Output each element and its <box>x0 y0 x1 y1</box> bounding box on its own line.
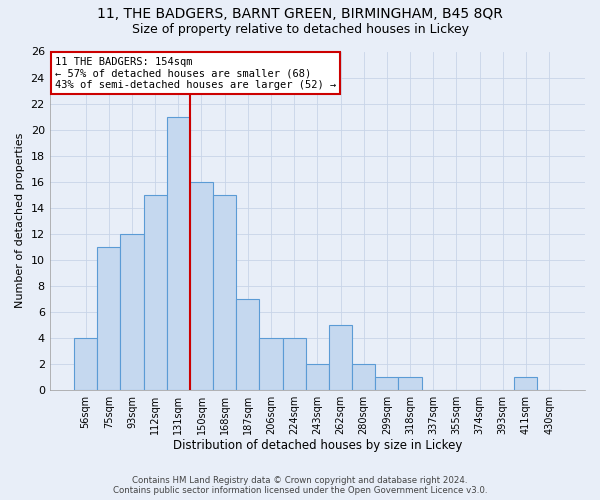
Text: 11, THE BADGERS, BARNT GREEN, BIRMINGHAM, B45 8QR: 11, THE BADGERS, BARNT GREEN, BIRMINGHAM… <box>97 8 503 22</box>
Bar <box>306 364 329 390</box>
Bar <box>74 338 97 390</box>
Y-axis label: Number of detached properties: Number of detached properties <box>15 133 25 308</box>
Bar <box>514 376 538 390</box>
Bar <box>190 182 213 390</box>
Bar <box>259 338 283 390</box>
Bar <box>97 246 121 390</box>
Bar <box>398 376 422 390</box>
Text: Contains HM Land Registry data © Crown copyright and database right 2024.
Contai: Contains HM Land Registry data © Crown c… <box>113 476 487 495</box>
Bar <box>121 234 143 390</box>
Bar <box>213 194 236 390</box>
Bar <box>329 324 352 390</box>
Text: 11 THE BADGERS: 154sqm
← 57% of detached houses are smaller (68)
43% of semi-det: 11 THE BADGERS: 154sqm ← 57% of detached… <box>55 56 336 90</box>
Bar <box>167 116 190 390</box>
Text: Size of property relative to detached houses in Lickey: Size of property relative to detached ho… <box>131 22 469 36</box>
X-axis label: Distribution of detached houses by size in Lickey: Distribution of detached houses by size … <box>173 440 462 452</box>
Bar <box>283 338 306 390</box>
Bar <box>375 376 398 390</box>
Bar <box>236 298 259 390</box>
Bar <box>143 194 167 390</box>
Bar <box>352 364 375 390</box>
